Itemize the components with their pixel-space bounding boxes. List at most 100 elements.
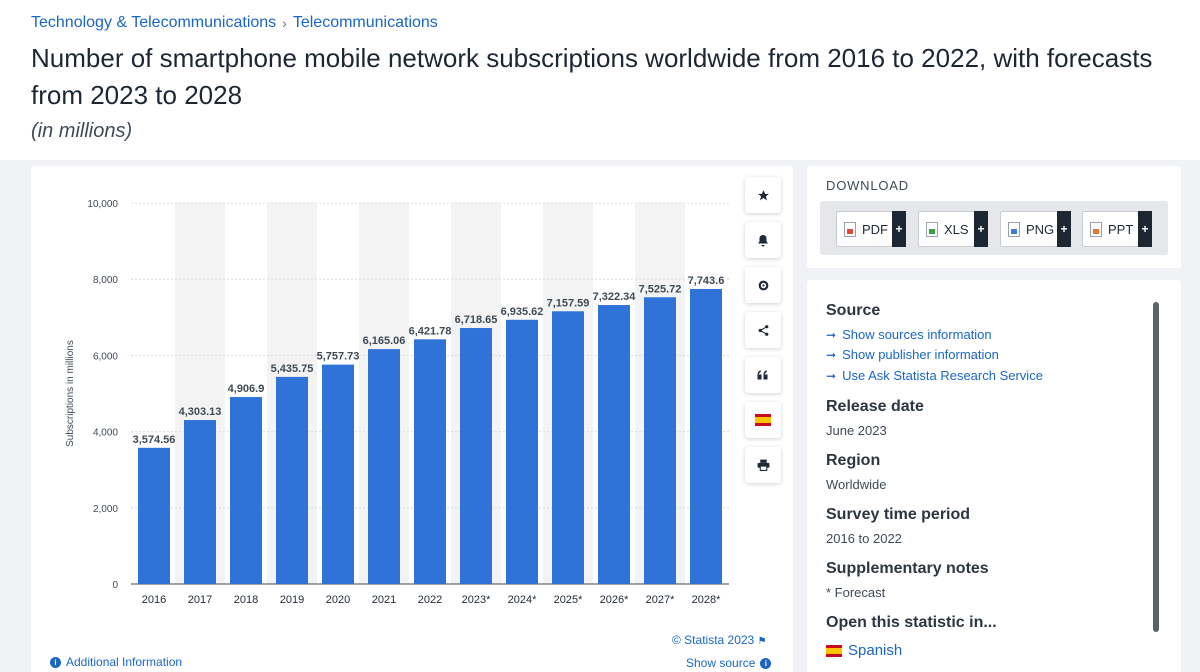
bar-value-label: 5,435.75 [271, 363, 314, 375]
plus-icon: + [892, 211, 906, 247]
additional-information-label: Additional Information [66, 655, 183, 669]
print-icon [757, 459, 769, 471]
x-tick-label: 2023* [462, 594, 491, 606]
bar-value-label: 7,322.34 [593, 291, 637, 303]
plus-icon: + [1138, 211, 1152, 247]
y-tick-label: 0 [112, 580, 118, 591]
share-button[interactable] [745, 312, 781, 348]
bar-2018 [230, 397, 262, 584]
y-tick-label: 4,000 [93, 428, 118, 439]
bar-2022 [414, 339, 446, 584]
x-tick-label: 2025* [554, 594, 583, 606]
plus-icon: + [1057, 211, 1071, 247]
chart-toolbar [745, 177, 781, 492]
y-tick-label: 6,000 [93, 351, 118, 362]
bar-2024-forecast [506, 319, 538, 584]
show-source-link[interactable]: Show source i [686, 656, 772, 670]
y-tick-label: 2,000 [93, 504, 118, 515]
open-statistic-heading: Open this statistic in... [826, 614, 997, 631]
bar-value-label: 6,421.78 [409, 325, 452, 337]
spain-flag-icon [826, 644, 842, 657]
arrow-right-icon: ➞ [826, 347, 837, 362]
x-tick-label: 2019 [280, 594, 304, 606]
notification-button[interactable] [745, 222, 781, 258]
arrow-right-icon: ➞ [826, 327, 837, 342]
statista-copyright[interactable]: © Statista 2023 ⚑ [672, 633, 767, 647]
print-button[interactable] [745, 447, 781, 483]
show-source-label: Show source [686, 656, 756, 670]
supplementary-notes-heading: Supplementary notes [826, 560, 989, 577]
star-icon [757, 189, 769, 200]
ask-statista-link[interactable]: ➞ Use Ask Statista Research Service [826, 368, 1043, 383]
y-axis-label: Subscriptions in millions [65, 340, 76, 447]
region-heading: Region [826, 452, 881, 469]
info-icon: i [50, 656, 61, 668]
bar-value-label: 3,574.56 [133, 434, 176, 446]
breadcrumb-item-telecommunications[interactable]: Telecommunications [292, 14, 438, 31]
bar-2020 [322, 364, 354, 584]
bar-value-label: 6,165.06 [363, 335, 406, 347]
pdf-file-icon [844, 221, 856, 237]
download-title: DOWNLOAD [826, 178, 909, 193]
y-tick-label: 8,000 [93, 275, 118, 286]
language-button[interactable] [745, 402, 781, 438]
bar-value-label: 7,743.6 [688, 275, 725, 287]
download-card: DOWNLOAD PDF + XLS + PNG + PPT + [807, 166, 1181, 268]
chart-card: 0 2,000 4,000 6,000 8,000 10,000 Subscriptions… [31, 166, 793, 672]
band [726, 203, 732, 584]
ask-statista-label: Use Ask Statista Research Service [842, 368, 1043, 383]
gear-icon [758, 280, 768, 290]
show-publisher-link[interactable]: ➞ Show publisher information [826, 347, 999, 362]
supplementary-notes-value: * Forecast [826, 585, 886, 600]
page-header: Technology & Telecommunications › Teleco… [0, 0, 1200, 160]
download-xls-button[interactable]: XLS + [918, 211, 988, 247]
cite-button[interactable] [745, 357, 781, 393]
additional-information-link[interactable]: i Additional Information [50, 655, 182, 669]
download-pdf-label: PDF [862, 221, 888, 237]
bar-2016 [138, 447, 170, 584]
survey-period-value: 2016 to 2022 [826, 531, 902, 546]
download-pdf-button[interactable]: PDF + [836, 211, 906, 247]
bar-chart: 0 2,000 4,000 6,000 8,000 10,000 Subscriptions… [65, 199, 732, 606]
x-tick-label: 2020 [326, 594, 350, 606]
region-value: Worldwide [826, 477, 887, 492]
x-tick-label: 2018 [234, 594, 258, 606]
breadcrumb-item-technology[interactable]: Technology & Telecommunications [31, 14, 277, 31]
bar-2021 [368, 349, 400, 584]
source-heading: Source [826, 302, 881, 319]
x-tick-label: 2027* [646, 594, 675, 606]
source-panel: Source ➞ Show sources information ➞ Show… [807, 280, 1181, 672]
bell-icon [758, 234, 768, 246]
breadcrumb-separator: › [282, 15, 287, 31]
download-ppt-label: PPT [1108, 221, 1134, 237]
bar-2026-forecast [598, 305, 630, 584]
bar-2019 [276, 376, 308, 584]
bar-value-label: 6,935.62 [501, 306, 544, 318]
png-file-icon [1008, 221, 1020, 237]
y-tick-label: 10,000 [87, 199, 118, 210]
x-tick-label: 2021 [372, 594, 396, 606]
bar-2017 [184, 420, 216, 584]
ppt-file-icon [1090, 221, 1102, 237]
plus-icon: + [974, 211, 988, 247]
bar-2025-forecast [552, 311, 584, 584]
share-icon [758, 324, 768, 336]
quote-icon [757, 370, 768, 380]
favorite-button[interactable] [745, 177, 781, 213]
x-tick-label: 2024* [508, 594, 537, 606]
source-panel-scrollbar[interactable] [1153, 302, 1159, 632]
release-date-heading: Release date [826, 398, 924, 415]
show-sources-link[interactable]: ➞ Show sources information [826, 327, 992, 342]
x-tick-label: 2026* [600, 594, 629, 606]
download-png-button[interactable]: PNG + [1000, 211, 1071, 247]
open-in-spanish-link[interactable]: Spanish [826, 642, 902, 659]
bar-value-label: 4,906.9 [228, 383, 265, 395]
show-publisher-label: Show publisher information [842, 347, 999, 362]
settings-button[interactable] [745, 267, 781, 303]
flag-icon: ⚑ [757, 636, 767, 647]
breadcrumb: Technology & Telecommunications › Teleco… [31, 14, 438, 32]
info-icon: i [760, 657, 772, 669]
download-png-label: PNG [1026, 221, 1055, 237]
spanish-label: Spanish [848, 642, 903, 659]
download-ppt-button[interactable]: PPT + [1082, 211, 1152, 247]
